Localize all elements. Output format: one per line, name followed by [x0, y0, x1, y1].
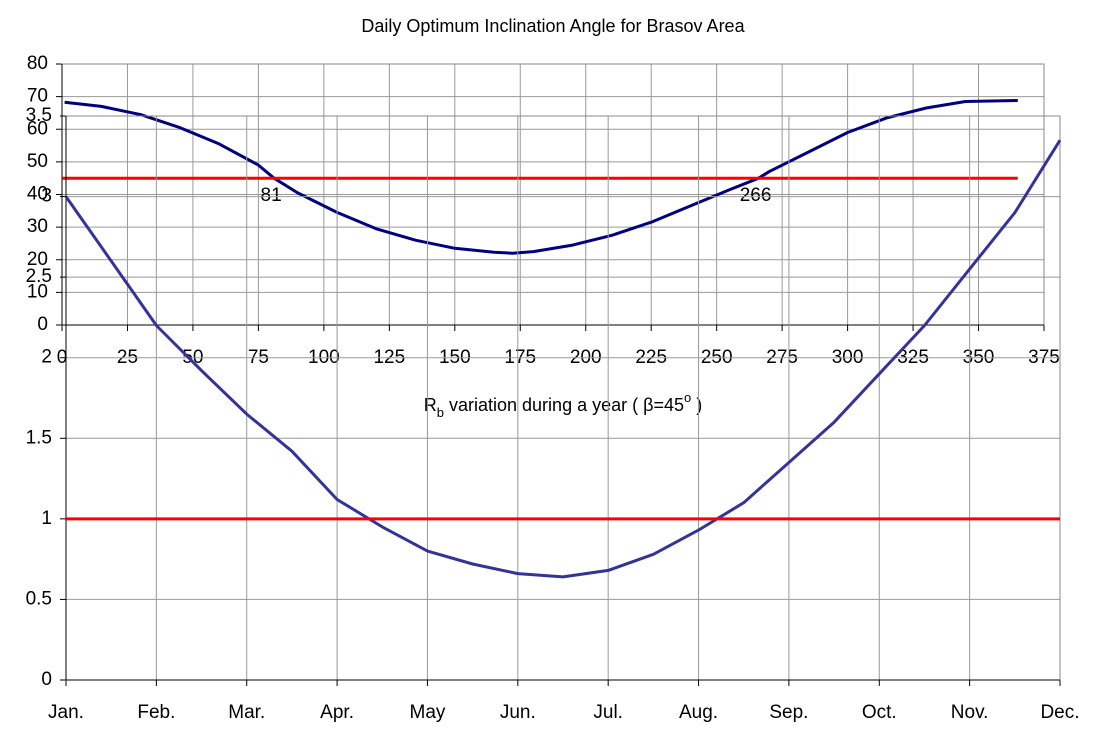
x-tick-label: Aug.	[679, 702, 718, 723]
x-tick-label: Sep.	[769, 702, 808, 723]
x-tick-label: Jun.	[500, 702, 536, 723]
x-tick-label: May	[410, 702, 446, 723]
y-tick-label: 10	[27, 281, 48, 302]
x-tick-label: Oct.	[862, 702, 897, 723]
y-tick-label: 70	[27, 86, 48, 107]
series-line	[64, 99, 1018, 255]
annotation: 266	[740, 185, 772, 206]
x-tick-label: Apr.	[320, 702, 354, 723]
chart-title-part: variation during a year ( β=45	[444, 395, 684, 415]
y-tick-label: 1.5	[26, 427, 52, 448]
y-tick-label: 40	[27, 184, 48, 205]
y-tick-label: 1	[41, 508, 52, 529]
x-tick-label: Jan.	[48, 702, 84, 723]
y-tick-label: 0.5	[26, 588, 52, 609]
x-tick-label: Jul.	[593, 702, 623, 723]
annotation: 81	[261, 185, 282, 206]
chart-title-part: )	[691, 395, 702, 415]
y-tick-label: 2.5	[26, 266, 52, 287]
x-tick-label: Dec.	[1040, 702, 1079, 723]
y-tick-label: 80	[27, 53, 48, 74]
chart-title-part: o	[684, 390, 691, 405]
y-tick-label: 60	[27, 118, 48, 139]
y-tick-label: 0	[41, 669, 52, 690]
x-tick-label: Nov.	[951, 702, 989, 723]
chart-title-part: R	[424, 395, 437, 415]
chart-title-part: b	[437, 405, 444, 420]
x-tick-label: Feb.	[137, 702, 175, 723]
y-tick-label: 3.5	[26, 105, 52, 126]
y-tick-label: 30	[27, 216, 48, 237]
chart-title: Daily Optimum Inclination Angle for Bras…	[361, 16, 745, 36]
chart-title: Rb variation during a year ( β=45o )	[424, 390, 702, 420]
y-tick-label: 50	[27, 151, 48, 172]
x-tick-label: Mar.	[228, 702, 265, 723]
y-tick-label: 20	[27, 249, 48, 270]
series-line	[64, 139, 1062, 579]
y-tick-label: 3	[41, 186, 52, 207]
y-tick-label: 0	[37, 314, 48, 335]
y-tick-label: 2	[41, 347, 52, 368]
